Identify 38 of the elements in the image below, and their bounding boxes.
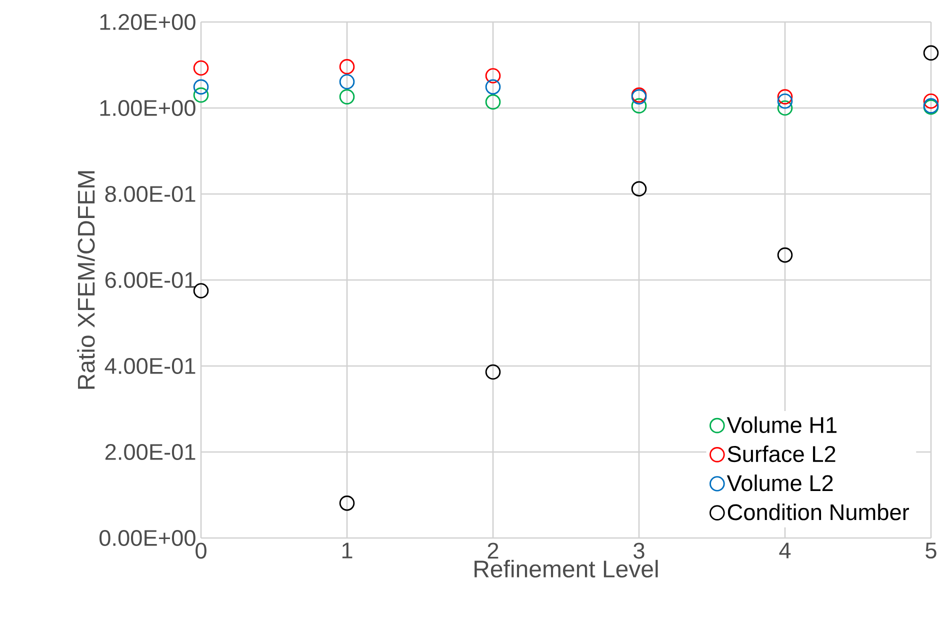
y-tick-label: 1.20E+00 (100, 14, 196, 30)
point (777, 93, 793, 109)
legend-label: Condition Number (728, 504, 910, 520)
x-tick-label: 3 (634, 542, 644, 559)
y-tick-label: 2.00E-01 (105, 444, 196, 460)
point (485, 364, 501, 380)
y-axis-title: Ratio XFEM/CDFEM (77, 171, 95, 389)
y-tick-label: 8.00E-01 (105, 186, 196, 202)
point (193, 283, 209, 298)
y-tick-label: 0.00E+00 (99, 530, 196, 546)
point (485, 79, 501, 95)
point (777, 89, 793, 104)
y-tick-label: 4.00E-01 (104, 358, 196, 374)
legend-label: Volume L2 (726, 474, 833, 492)
x-axis-title: Refinement Level (474, 560, 658, 578)
point (777, 100, 793, 116)
point (339, 89, 355, 104)
y-tick-label: 1.00E+00 (100, 100, 196, 116)
point (339, 59, 355, 74)
point (631, 181, 647, 196)
legend-label: Surface L2 (728, 445, 836, 462)
x-tick-label: 5 (926, 542, 936, 559)
point (777, 247, 793, 263)
point (485, 94, 501, 110)
point (923, 45, 939, 61)
x-tick-label: 0 (196, 542, 206, 559)
point (339, 74, 355, 90)
point (339, 495, 355, 511)
point (923, 93, 939, 109)
x-tick-label: 4 (779, 542, 791, 558)
point (193, 79, 209, 95)
point (193, 60, 209, 76)
x-tick-label: 1 (342, 542, 352, 558)
y-tick-label: 6.00E-01 (105, 272, 196, 288)
legend-label: Volume H1 (726, 416, 837, 434)
x-tick-label: 2 (488, 542, 498, 559)
point (631, 98, 647, 114)
point (485, 68, 501, 84)
